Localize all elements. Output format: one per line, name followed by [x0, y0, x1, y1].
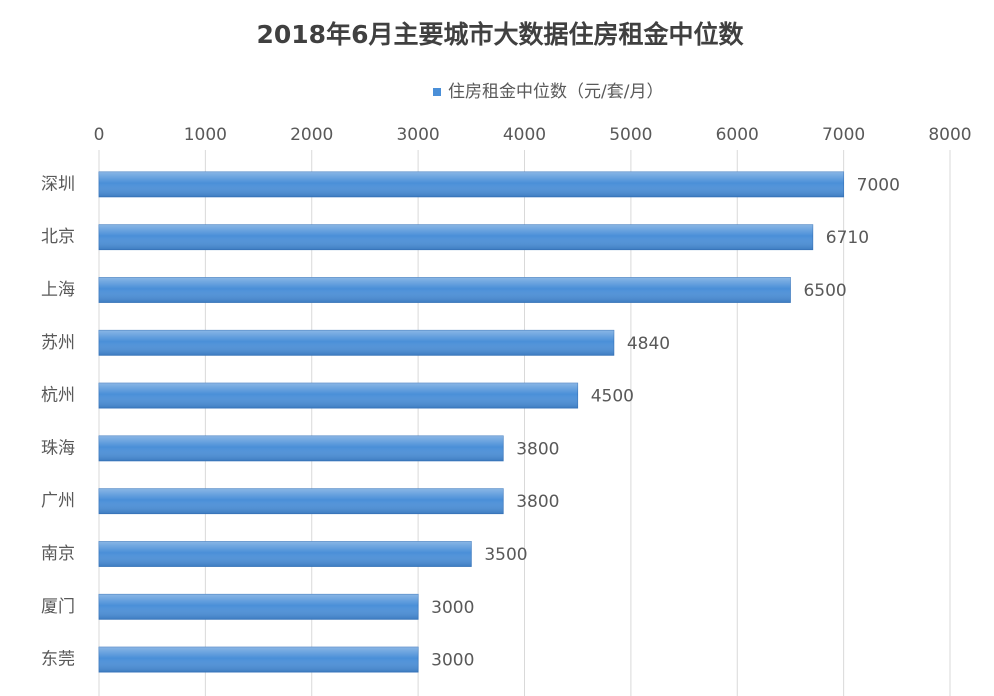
- x-tick-label: 6000: [716, 125, 759, 145]
- x-tick-label: 0: [94, 125, 105, 145]
- bar-shade: [99, 541, 472, 567]
- y-tick-label: 杭州: [41, 386, 75, 406]
- data-label: 3000: [431, 598, 474, 618]
- y-tick-label: 深圳: [41, 174, 75, 194]
- bar-shade: [99, 488, 504, 514]
- bar-shade: [99, 594, 419, 620]
- x-tick-label: 7000: [822, 125, 865, 145]
- chart-title: 2018年6月主要城市大数据住房租金中位数: [257, 20, 745, 49]
- bar-shade: [99, 330, 614, 356]
- bar-shade: [99, 647, 419, 673]
- x-tick-label: 2000: [290, 125, 333, 145]
- y-tick-label: 厦门: [41, 597, 75, 617]
- data-label: 3500: [484, 545, 527, 565]
- y-tick-label: 上海: [41, 280, 75, 300]
- x-tick-label: 1000: [184, 125, 227, 145]
- data-label: 6500: [803, 281, 846, 301]
- data-label: 4500: [591, 387, 634, 407]
- y-tick-label: 珠海: [41, 438, 75, 458]
- x-tick-label: 8000: [928, 125, 971, 145]
- x-tick-label: 3000: [396, 125, 439, 145]
- legend-marker: [433, 88, 441, 96]
- data-label: 3800: [516, 439, 559, 459]
- data-label: 7000: [857, 175, 900, 195]
- bar-shade: [99, 383, 578, 409]
- data-label: 3800: [516, 492, 559, 512]
- data-label: 4840: [627, 334, 670, 354]
- bar-shade: [99, 171, 844, 197]
- data-label: 6710: [826, 228, 869, 248]
- y-tick-label: 南京: [41, 544, 75, 564]
- x-tick-label: 4000: [503, 125, 546, 145]
- y-tick-label: 北京: [41, 227, 75, 247]
- y-tick-label: 广州: [41, 491, 75, 511]
- data-label: 3000: [431, 651, 474, 671]
- bar-shade: [99, 277, 791, 303]
- legend-label: 住房租金中位数（元/套/月）: [448, 82, 663, 102]
- y-tick-label: 东莞: [41, 650, 75, 670]
- bar-shade: [99, 224, 813, 250]
- y-tick-label: 苏州: [41, 333, 75, 353]
- x-tick-label: 5000: [609, 125, 652, 145]
- bar-shade: [99, 435, 504, 461]
